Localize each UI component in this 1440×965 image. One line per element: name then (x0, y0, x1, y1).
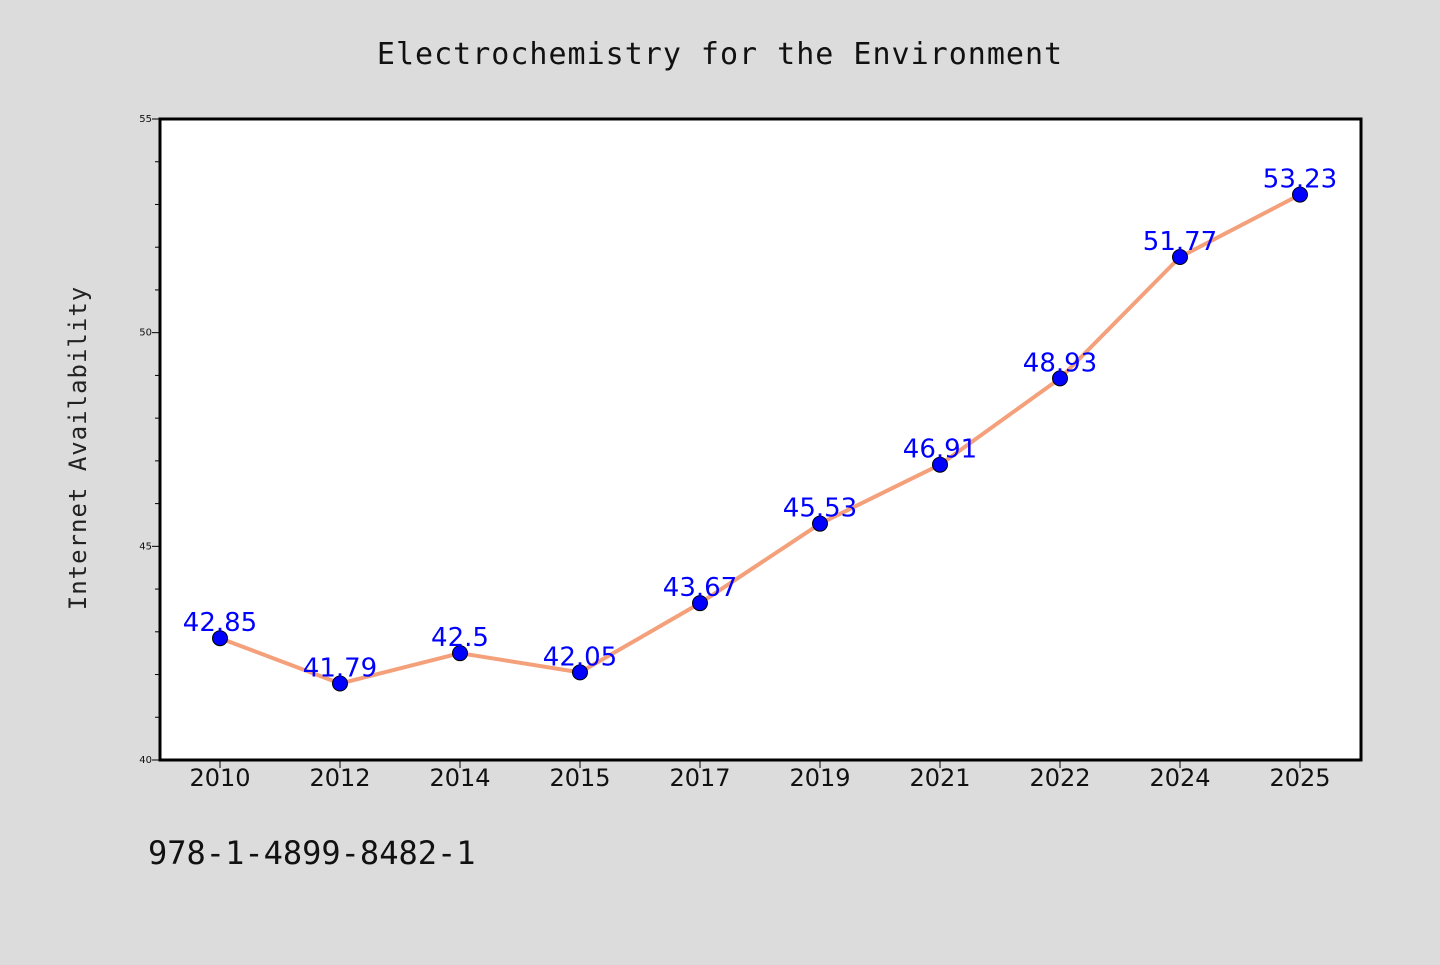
data-point (1052, 370, 1068, 387)
x-axis: 2010 2012 2014 2015 2017 2019 2021 2022 2024 2025 (189, 760, 1331, 792)
x-tick-label: 2021 (909, 764, 970, 792)
data-point (572, 664, 588, 681)
x-tick-label: 2012 (309, 764, 370, 792)
data-point (452, 645, 468, 662)
data-label: 43.67 (663, 573, 737, 603)
x-tick-label: 2024 (1149, 764, 1210, 792)
data-label: 53.23 (1263, 165, 1337, 195)
y-tick-label: 45 (139, 541, 152, 552)
data-point (212, 630, 228, 647)
y-tick-label: 50 (139, 328, 152, 339)
isbn-footer: 978-1-4899-8482-1 (148, 834, 476, 872)
data-point (1292, 186, 1308, 203)
data-point (1172, 249, 1188, 266)
data-labels: 42.85 41.79 42.5 42.05 43.67 45.53 46.91 48.93 5… (183, 165, 1337, 684)
plot-area (158, 117, 1363, 762)
data-label: 46.91 (903, 435, 977, 465)
data-label: 48.93 (1023, 348, 1097, 378)
data-point (932, 456, 948, 473)
data-point (692, 595, 708, 612)
x-tick-label: 2015 (549, 764, 610, 792)
series-line (218, 192, 1302, 686)
chart-title: Electrochemistry for the Environment (377, 37, 1063, 72)
data-point (812, 515, 828, 532)
x-tick-label: 2022 (1029, 764, 1090, 792)
data-label: 42.5 (431, 623, 489, 653)
data-label: 41.79 (303, 654, 377, 684)
x-tick-label: 2014 (429, 764, 490, 792)
x-tick-label: 2017 (669, 764, 730, 792)
data-point (332, 675, 348, 692)
y-axis: 40 45 50 55 (139, 114, 160, 766)
data-label: 45.53 (783, 494, 857, 524)
data-label: 51.77 (1143, 227, 1217, 257)
data-label: 42.05 (543, 642, 617, 672)
x-tick-label: 2019 (789, 764, 850, 792)
series-markers (212, 186, 1308, 692)
data-label: 42.85 (183, 608, 257, 638)
x-tick-label: 2025 (1269, 764, 1330, 792)
y-tick-label: 55 (139, 114, 152, 125)
y-axis-label: Internet Availability (64, 286, 92, 610)
y-tick-label: 40 (139, 755, 152, 766)
x-tick-label: 2010 (189, 764, 250, 792)
